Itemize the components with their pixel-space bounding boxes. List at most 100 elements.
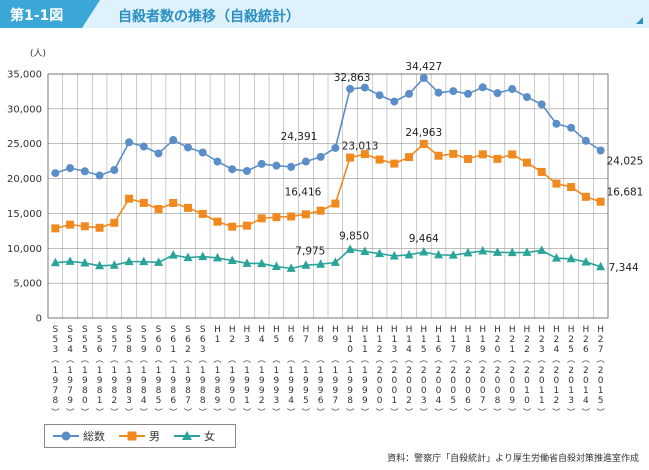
data-label: 7,975	[295, 245, 325, 257]
x-tick-year-char: 8	[156, 386, 162, 396]
x-tick-year-char: 8	[82, 386, 88, 396]
data-point-male	[346, 153, 355, 162]
x-tick-era-char: 2	[554, 335, 560, 345]
data-point-total	[272, 161, 281, 170]
x-tick-year-char: 2	[480, 366, 486, 376]
data-point-total	[125, 138, 134, 147]
x-tick-era-char: S	[126, 325, 132, 335]
x-tick-year-char: 1	[347, 366, 353, 376]
x-tick-year-char: 9	[318, 386, 324, 396]
x-tick-year-char: 7	[185, 396, 191, 406]
x-tick-paren: ︶	[449, 407, 457, 417]
x-tick-paren: ︵	[538, 355, 546, 364]
x-tick-paren: ︵	[331, 355, 339, 364]
data-label: 24,025	[607, 156, 644, 168]
data-point-total	[522, 93, 531, 102]
data-point-female	[404, 249, 414, 259]
x-tick-paren: ︶	[597, 407, 605, 417]
y-tick-label: 15,000	[7, 209, 42, 220]
x-tick-paren: ︶	[420, 407, 428, 417]
data-point-male	[184, 203, 192, 212]
data-point-male	[331, 199, 340, 208]
x-tick-year-char: 0	[450, 386, 456, 396]
x-tick-era-char: 8	[318, 335, 324, 345]
x-tick-era-char: 2	[509, 335, 515, 345]
x-tick-era-char: 6	[185, 335, 191, 345]
data-point-male	[228, 222, 237, 231]
x-tick-era-char: 7	[598, 345, 604, 355]
x-tick-year-char: 9	[259, 376, 265, 386]
x-tick-year-char: 8	[200, 386, 206, 396]
data-point-male	[213, 217, 222, 226]
x-tick-year-char: 9	[67, 376, 73, 386]
x-tick-year-char: 7	[333, 396, 339, 406]
triangle-marker-icon	[174, 431, 200, 440]
data-point-male	[272, 213, 281, 222]
x-tick-year-char: 1	[156, 366, 162, 376]
x-tick-era-char: 9	[141, 345, 147, 355]
x-tick-year-char: 1	[318, 366, 324, 376]
x-tick-paren: ︶	[538, 407, 546, 417]
x-tick-year-char: 9	[362, 396, 368, 406]
x-tick-year-char: 9	[362, 376, 368, 386]
x-tick-paren: ︶	[390, 407, 398, 417]
x-tick-year-char: 5	[598, 396, 604, 406]
x-tick-year-char: 9	[362, 386, 368, 396]
legend-label-female: 女	[204, 430, 215, 443]
x-tick-year-char: 1	[524, 386, 530, 396]
x-tick-paren: ︵	[435, 355, 443, 364]
x-tick-year-char: 2	[406, 366, 412, 376]
x-tick-era-char: 2	[524, 335, 530, 345]
data-point-total	[405, 89, 414, 98]
x-tick-year-char: 9	[185, 376, 191, 386]
x-tick-era-char: 1	[362, 335, 368, 345]
data-point-female	[286, 263, 296, 272]
x-tick-era-char: 5	[274, 335, 280, 345]
figure-number-tag: 第1-1図	[0, 0, 100, 28]
x-tick-year-char: 0	[539, 376, 545, 386]
x-tick-year-char: 9	[333, 386, 339, 396]
x-tick-year-char: 8	[141, 386, 147, 396]
x-tick-era-char: H	[361, 325, 368, 335]
x-tick-year-char: 1	[82, 366, 88, 376]
x-tick-year-char: 7	[53, 386, 59, 396]
data-point-total	[346, 84, 355, 93]
data-point-total	[478, 83, 487, 92]
x-tick-year-char: 1	[97, 366, 103, 376]
x-tick-year-char: 0	[509, 376, 515, 386]
x-tick-year-char: 2	[539, 366, 545, 376]
x-tick-paren: ︶	[81, 407, 89, 417]
x-tick-year-char: 9	[288, 386, 294, 396]
x-tick-paren: ︶	[155, 407, 163, 417]
x-tick-year-char: 2	[554, 396, 560, 406]
x-tick-paren: ︵	[169, 355, 177, 364]
x-tick-paren: ︵	[125, 355, 133, 364]
x-tick-era-char: 3	[244, 335, 250, 345]
x-tick-year-char: 2	[554, 366, 560, 376]
x-tick-era-char: H	[347, 325, 354, 335]
x-tick-paren: ︶	[508, 407, 516, 417]
data-point-total	[434, 88, 443, 97]
x-tick-paren: ︵	[66, 355, 74, 364]
data-point-total	[360, 83, 369, 92]
x-tick-paren: ︶	[479, 407, 487, 417]
x-tick-year-char: 9	[333, 376, 339, 386]
x-tick-year-char: 2	[495, 366, 501, 376]
data-point-total	[242, 167, 251, 176]
x-tick-year-char: 4	[288, 396, 294, 406]
data-point-total	[198, 148, 207, 157]
x-tick-year-char: 0	[598, 376, 604, 386]
x-tick-paren: ︵	[508, 355, 516, 364]
x-tick-era-char: 0	[156, 345, 162, 355]
x-tick-paren: ︶	[125, 407, 133, 417]
x-tick-era-char: 1	[170, 345, 176, 355]
data-point-male	[508, 150, 517, 159]
